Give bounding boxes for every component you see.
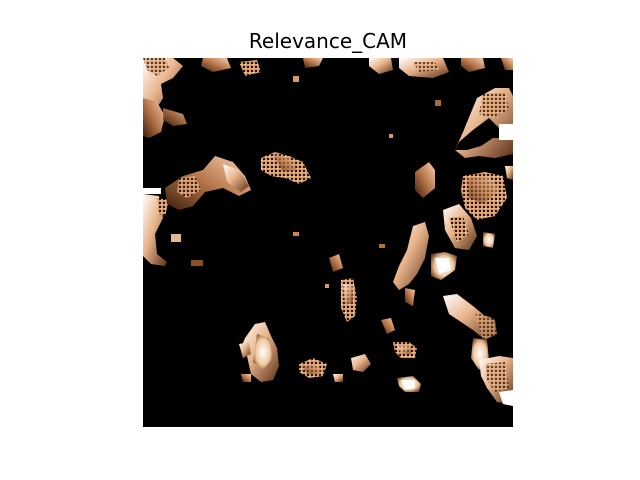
relevance-blob: [171, 76, 441, 322]
relevance-blob: [443, 294, 513, 406]
relevance-blob: [393, 222, 457, 306]
relevance-blob: [143, 58, 187, 138]
relevance-heatmap-image: [143, 58, 513, 427]
heatmap-background: [143, 58, 513, 427]
relevance-blob: [165, 152, 311, 210]
relevance-blob: [455, 88, 513, 158]
relevance-blob: [415, 162, 513, 250]
relevance-blob: [143, 188, 169, 266]
relevance-blob: [299, 318, 421, 392]
figure-title: Relevance_CAM: [248, 29, 408, 53]
relevance-blob: [201, 58, 513, 78]
relevance-blob: [239, 322, 279, 382]
